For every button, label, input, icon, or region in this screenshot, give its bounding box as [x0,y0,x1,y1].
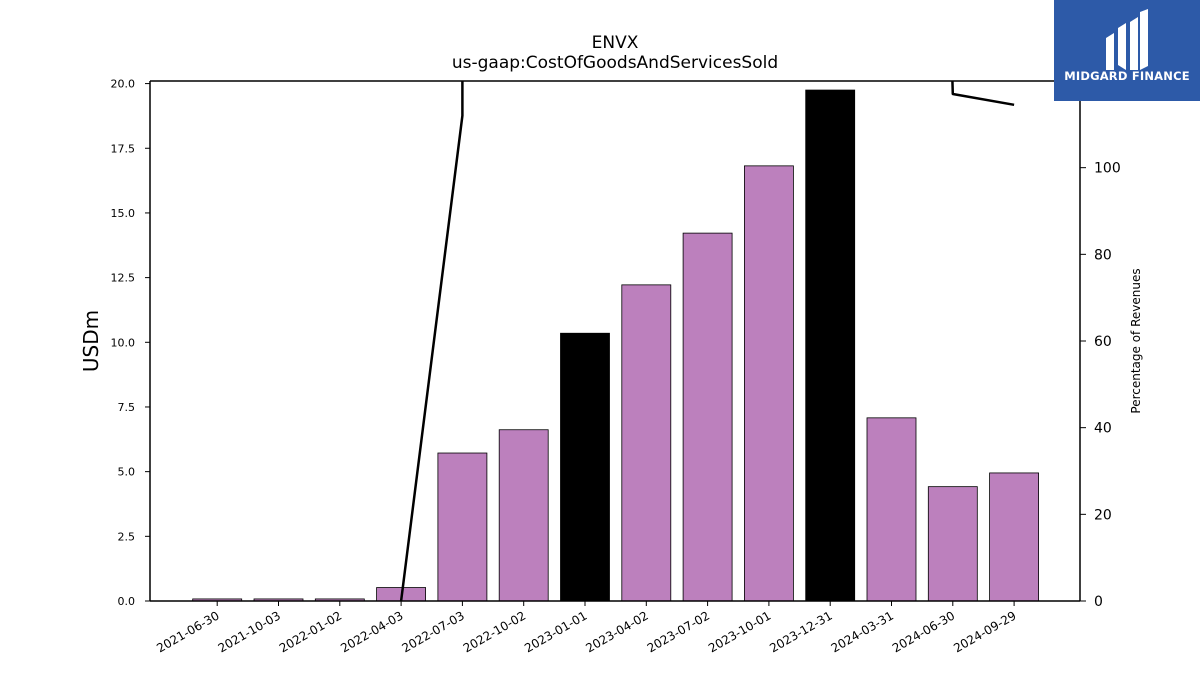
bar-group [192,89,1039,602]
bar-2023-10-01 [744,165,794,602]
x-tick-label: 2022-04-03 [338,608,405,655]
left-axis-ticks: 0.0 2.5 5.0 7.5 10.0 12.5 15.0 17.5 20.0 [111,78,150,608]
x-tick-label: 2021-06-30 [154,608,221,655]
x-tick-label: 2024-06-30 [890,608,957,655]
x-tick-label: 2024-09-29 [951,608,1018,655]
y2-tick-label: 40 [1094,421,1112,437]
x-tick-label: 2021-10-03 [216,608,283,655]
bar-2023-07-02 [682,232,733,602]
x-tick-label: 2023-04-02 [583,608,650,655]
y2-axis-label: Percentage of Revenues [1129,268,1143,413]
y2-tick-label: 80 [1094,247,1112,263]
x-tick-label: 2023-07-02 [645,608,712,655]
y2-tick-label: 60 [1094,334,1112,350]
y-tick-label: 7.5 [118,401,136,414]
bar-2023-01-01 [560,332,610,602]
percentage-line-group [399,81,1015,601]
y-tick-label: 10.0 [111,336,136,349]
y-tick-label: 2.5 [118,530,136,543]
y2-tick-label: 100 [1094,161,1121,177]
y-tick-label: 5.0 [118,466,136,479]
y2-tick-label: 0 [1094,594,1103,610]
x-tick-label: 2023-12-31 [767,608,834,655]
bar-2023-04-02 [621,284,672,602]
y-tick-label: 0.0 [118,595,136,608]
bar-2024-09-29 [989,472,1039,602]
brand-logo: MIDGARD FINANCE [1054,0,1200,101]
y-tick-label: 12.5 [111,272,136,285]
percentage-of-revenues-line [399,81,1015,601]
chart-subtitle: us-gaap:CostOfGoodsAndServicesSold [452,53,778,73]
y-tick-label: 17.5 [111,142,136,155]
x-tick-label: 2022-07-03 [399,608,466,655]
y-axis-label: USDm [79,310,103,372]
x-tick-label: 2024-03-31 [829,608,896,655]
y-tick-label: 15.0 [111,207,136,220]
x-tick-label: 2023-01-01 [522,608,589,655]
right-axis-ticks: 0 20 40 60 80 100 [1080,161,1121,610]
y2-tick-label: 20 [1094,507,1112,523]
bar-2023-12-31 [805,89,856,602]
bar-2024-06-30 [927,486,978,602]
x-axis-ticks: 2021-06-302021-10-032022-01-022022-04-03… [154,601,1019,655]
y-tick-label: 20.0 [111,78,136,91]
x-tick-label: 2022-01-02 [277,608,344,655]
x-tick-label: 2023-10-01 [706,608,773,655]
brand-name: MIDGARD FINANCE [1064,69,1190,83]
brand-mark-icon [1106,9,1148,70]
x-tick-label: 2022-10-02 [461,608,528,655]
bar-2024-03-31 [866,417,917,602]
bar-2022-10-02 [498,429,549,602]
chart-title: ENVX [592,33,639,53]
bar-2022-07-03 [437,452,488,602]
